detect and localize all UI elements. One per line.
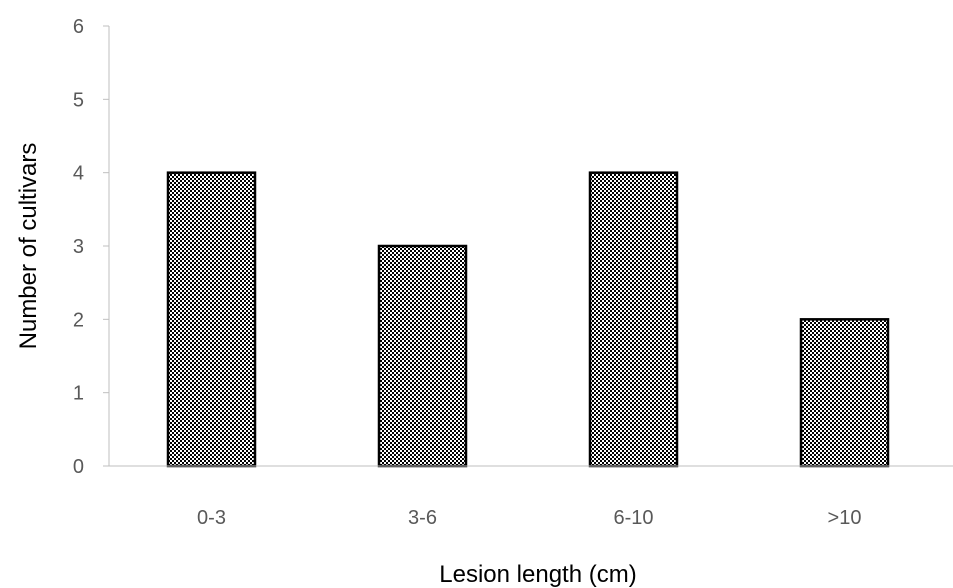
x-tick-label: 0-3 — [197, 507, 226, 529]
y-tick-label: 1 — [73, 383, 84, 405]
bars — [166, 171, 890, 468]
y-tick-label: 4 — [73, 163, 84, 185]
x-tick-label: 3-6 — [408, 507, 437, 529]
y-tick-label: 2 — [73, 309, 84, 331]
y-tick-label: 0 — [73, 456, 84, 478]
y-tick-label: 5 — [73, 89, 84, 111]
y-axis-ticks: 0 1 2 3 4 5 6 — [73, 16, 109, 478]
x-tick-label: >10 — [828, 507, 862, 529]
bar->10 — [799, 318, 890, 468]
bar-3-6 — [377, 244, 468, 468]
x-tick-label: 6-10 — [613, 507, 653, 529]
x-axis-title: Lesion length (cm) — [439, 561, 636, 588]
y-tick-label: 6 — [73, 16, 84, 38]
bar-6-10 — [588, 171, 679, 468]
y-tick-label: 3 — [73, 236, 84, 258]
bar-0-3 — [166, 171, 257, 468]
x-axis-ticks: 0-3 3-6 6-10 >10 — [197, 507, 861, 529]
y-axis-title: Number of cultivars — [15, 143, 42, 350]
